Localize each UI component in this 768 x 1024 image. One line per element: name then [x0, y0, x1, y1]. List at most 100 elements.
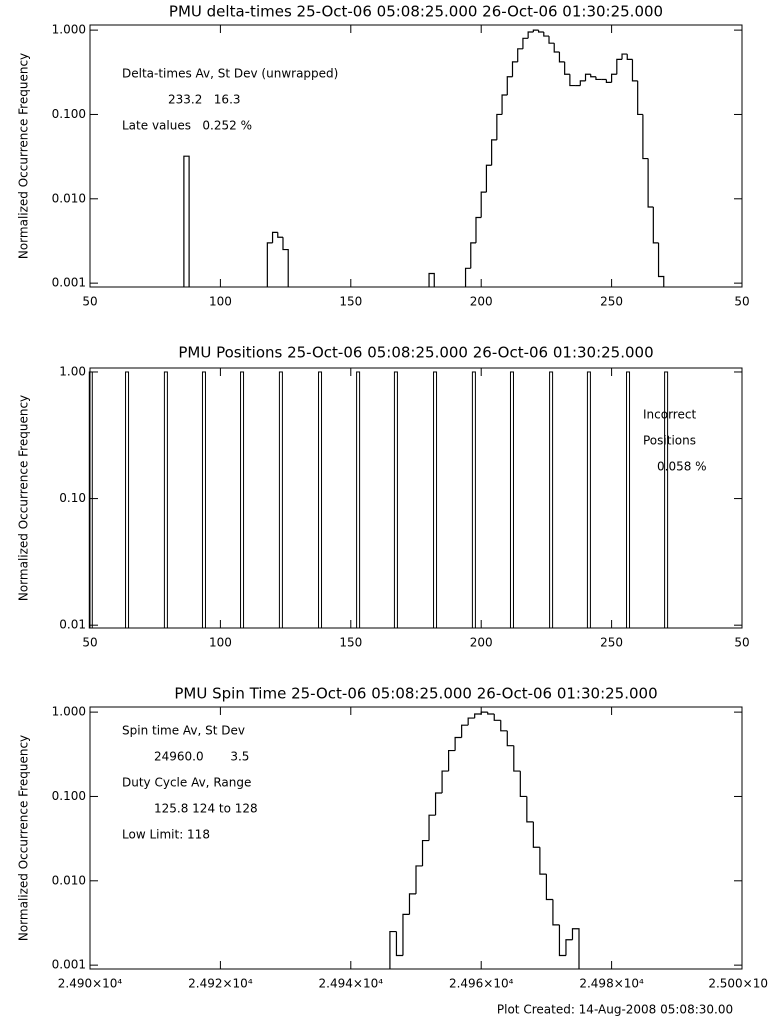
histogram-step: [475, 216, 482, 243]
y-tick-label: 0.100: [52, 789, 86, 803]
histogram-step: [616, 58, 623, 75]
chart-title: PMU Positions 25-Oct-06 05:08:25.000 26-…: [178, 344, 653, 362]
histogram-step: [526, 796, 534, 823]
y-tick-label: 0.010: [52, 873, 86, 887]
y-axis-label: Normalized Occurrence Frequency: [17, 53, 31, 259]
histogram-step: [501, 94, 508, 115]
x-tick-label: 2.494×10⁴: [319, 977, 384, 991]
plot-frame: [89, 24, 743, 288]
histogram-step: [548, 36, 555, 44]
histogram-step: [461, 724, 469, 738]
histogram-step: [506, 76, 513, 96]
histogram-step: [183, 155, 190, 287]
bar: [201, 371, 206, 629]
x-tick-label: 2.500×10: [708, 977, 768, 991]
histogram-step: [595, 76, 602, 81]
bar: [278, 371, 283, 629]
chart-title: PMU Spin Time 25-Oct-06 05:08:25.000 26-…: [174, 685, 657, 703]
annotation: Spin time Av, St Dev: [122, 724, 245, 738]
histogram-step: [271, 231, 278, 243]
histogram-step: [558, 52, 565, 63]
annotation: Delta-times Av, St Dev (unwrapped): [122, 67, 338, 81]
histogram-step: [454, 736, 462, 751]
histogram-step: [428, 814, 436, 841]
histogram-step: [652, 206, 659, 244]
x-tick-label: 2.496×10⁴: [449, 977, 514, 991]
histogram-step: [657, 242, 665, 287]
histogram-step: [564, 61, 570, 75]
x-tick-label: 250: [600, 295, 623, 309]
panel: PMU Positions 25-Oct-06 05:08:25.000 26-…: [17, 344, 750, 650]
histogram-step: [487, 712, 495, 715]
chart-title: PMU delta-times 25-Oct-06 05:08:25.000 2…: [169, 3, 663, 21]
x-tick-label: 50: [82, 636, 97, 650]
histogram-step: [464, 267, 471, 287]
histogram-step: [513, 745, 521, 772]
y-axis-label: Normalized Occurrence Frequency: [17, 735, 31, 941]
histogram-step: [621, 53, 628, 60]
histogram-step: [434, 792, 443, 816]
y-tick-label: 0.01: [59, 618, 86, 632]
histogram-step: [493, 713, 501, 721]
histogram-step: [282, 237, 289, 287]
histogram-step: [637, 80, 643, 116]
x-tick-label: 50: [734, 295, 749, 309]
histogram-step: [611, 73, 617, 83]
histogram-step: [491, 139, 497, 166]
histogram-step: [558, 924, 566, 957]
histogram-step: [441, 770, 449, 793]
x-tick-label: 150: [339, 636, 362, 650]
y-tick-label: 0.001: [52, 958, 86, 972]
annotation: 233.2 16.3: [168, 93, 241, 107]
histogram-step: [532, 29, 539, 32]
bar: [318, 371, 323, 629]
histogram-step: [517, 48, 523, 62]
bar: [586, 371, 591, 629]
histogram-step: [470, 242, 476, 269]
y-tick-label: 0.10: [59, 491, 86, 505]
bar: [356, 371, 361, 629]
bar: [433, 371, 438, 629]
panel: PMU delta-times 25-Oct-06 05:08:25.000 2…: [17, 3, 750, 309]
y-tick-label: 0.100: [52, 107, 86, 121]
x-tick-label: 2.492×10⁴: [188, 977, 253, 991]
bar: [163, 371, 168, 629]
x-tick-label: 100: [209, 636, 232, 650]
y-tick-label: 1.000: [52, 705, 86, 719]
annotation: Duty Cycle Av, Range: [122, 776, 251, 790]
histogram-step: [506, 730, 514, 747]
histogram-step: [511, 61, 518, 77]
x-tick-label: 200: [470, 636, 493, 650]
histogram-step: [415, 865, 423, 894]
histogram-step: [474, 713, 482, 719]
annotation: Low Limit: 118: [122, 828, 210, 842]
bar: [240, 371, 245, 629]
x-tick-label: 50: [734, 636, 749, 650]
x-tick-label: 50: [82, 295, 97, 309]
plot-frame: [89, 367, 743, 629]
y-tick-label: 0.001: [52, 276, 86, 290]
bar: [509, 371, 514, 629]
plot-frame: [89, 706, 743, 970]
x-tick-label: 250: [600, 636, 623, 650]
bar: [471, 371, 476, 629]
histogram-step: [421, 839, 430, 866]
histogram-step: [527, 31, 534, 39]
histogram-step: [277, 232, 283, 238]
histogram-step: [402, 913, 410, 956]
histogram-step: [500, 720, 508, 732]
bar: [664, 371, 669, 629]
histogram-step: [579, 80, 586, 86]
histogram-step: [605, 79, 612, 83]
histogram-step: [480, 191, 487, 218]
histogram-step: [545, 874, 553, 901]
annotation: 24960.0 3.5: [154, 750, 249, 764]
histogram-step: [553, 43, 560, 53]
histogram-step: [626, 54, 633, 60]
histogram-step: [539, 847, 547, 875]
histogram-step: [522, 37, 529, 49]
histogram-step: [480, 711, 488, 714]
footer: Plot Created: 14-Aug-2008 05:08:30.00: [497, 1003, 733, 1017]
histogram-step: [537, 30, 544, 33]
